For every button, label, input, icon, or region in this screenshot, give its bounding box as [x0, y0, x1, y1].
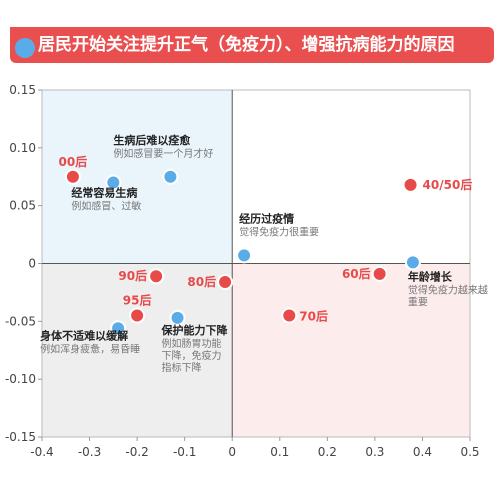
x-tick-label: 0.1 — [270, 445, 289, 459]
reason-title: 身体不适难以缓解 — [40, 328, 128, 342]
age-point — [64, 168, 81, 185]
y-tick-label: -0.10 — [5, 372, 36, 386]
reason-point — [105, 174, 122, 191]
reason-subtitle: 例如感冒、过敏 — [71, 200, 141, 213]
age-label: 70后 — [299, 309, 328, 324]
reason-point — [110, 320, 127, 337]
x-tick-label: 0 — [228, 445, 236, 459]
reason-subtitle: 例如浑身疲惫，易昏睡 — [40, 342, 140, 355]
age-point — [129, 307, 146, 324]
reason-title: 经常容易生病 — [71, 186, 137, 200]
reason-subtitle: 指标下降 — [162, 361, 202, 374]
x-tick-label: 0.2 — [318, 445, 337, 459]
x-tick-label: -0.1 — [173, 445, 196, 459]
age-point — [281, 307, 298, 324]
x-tick-label: -0.2 — [125, 445, 148, 459]
reason-subtitle: 觉得免疫力很重要 — [239, 225, 319, 238]
y-tick-label: 0.15 — [9, 83, 36, 97]
title-bar: 居民开始关注提升正气（免疫力）、增强抗病能力的原因 — [10, 27, 494, 63]
reason-point — [404, 254, 421, 271]
age-label: 90后 — [118, 268, 147, 283]
x-tick-label: -0.3 — [78, 445, 101, 459]
age-point — [402, 176, 419, 193]
x-tick-label: 0.3 — [365, 445, 384, 459]
age-label: 80后 — [187, 274, 216, 289]
reason-title: 生病后难以痊愈 — [113, 133, 191, 147]
x-tick-label: -0.4 — [30, 445, 53, 459]
reason-title: 保护能力下降 — [161, 323, 229, 337]
y-tick-label: 0 — [28, 257, 36, 271]
x-tick-label: 0.4 — [413, 445, 432, 459]
reason-subtitle: 例如感冒要一个月才好 — [113, 147, 213, 160]
y-tick-label: -0.15 — [5, 430, 36, 444]
age-point — [148, 268, 165, 285]
y-tick-label: -0.05 — [5, 314, 36, 328]
x-tick-label: 0.5 — [460, 445, 479, 459]
reason-subtitle: 重要 — [408, 295, 428, 308]
reason-point — [236, 247, 253, 264]
reason-subtitle: 觉得免疫力越来越 — [408, 283, 488, 296]
reason-subtitle: 例如肠胃功能 — [162, 337, 222, 350]
age-label: 95后 — [123, 293, 152, 308]
page-title: 居民开始关注提升正气（免疫力）、增强抗病能力的原因 — [38, 35, 455, 55]
quadrant-bottom-right — [232, 263, 470, 437]
reason-title: 年龄增长 — [408, 269, 453, 283]
y-tick-label: 0.10 — [9, 141, 36, 155]
age-label: 60后 — [342, 266, 371, 281]
age-label: 40/50后 — [423, 177, 473, 192]
title-dot-icon — [15, 38, 35, 58]
quadrant-bottom-left — [42, 263, 233, 437]
age-label: 00后 — [59, 154, 88, 169]
age-point — [217, 274, 234, 291]
y-tick-label: 0.05 — [9, 199, 36, 213]
age-point — [371, 265, 388, 282]
reason-subtitle: 下降，免疫力 — [162, 349, 222, 362]
reason-point — [162, 168, 179, 185]
reason-point — [169, 309, 186, 326]
reason-title: 经历过疫情 — [239, 211, 294, 225]
